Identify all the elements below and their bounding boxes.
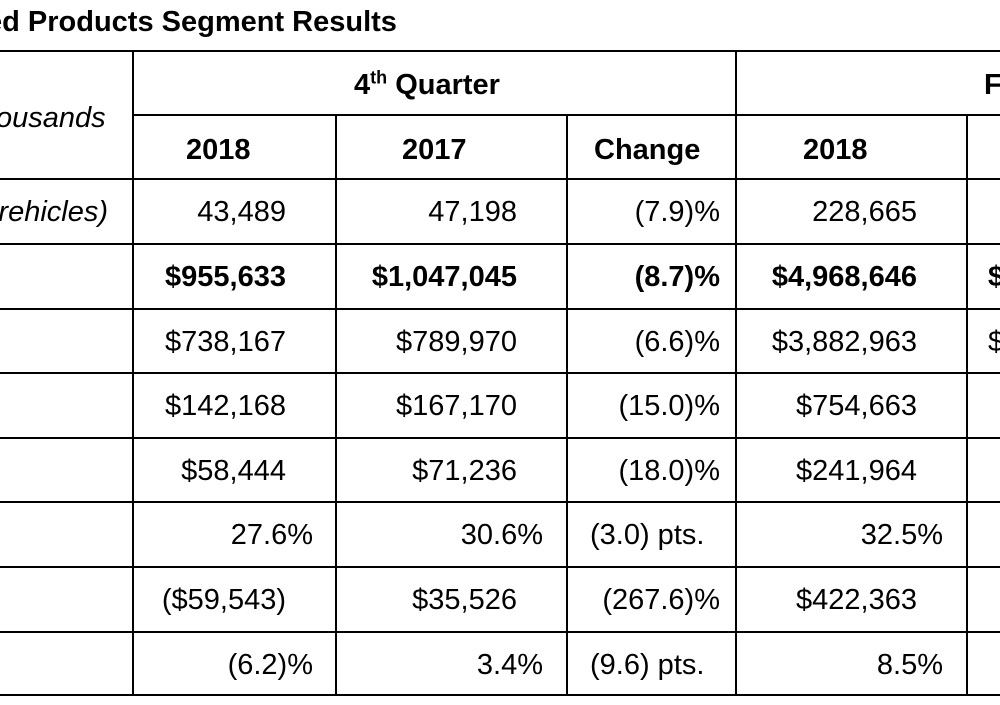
cell-change: (267.6)% <box>602 584 720 616</box>
quarter-text: Quarter <box>387 69 500 101</box>
cell-change: (3.0) pts. <box>590 519 705 551</box>
cell-change: (7.9)% <box>634 196 720 228</box>
cell-fy2018: 228,665 <box>812 196 917 228</box>
cell-q2017: 3.4% <box>476 649 543 681</box>
cell-next-partial: $ <box>988 261 1000 293</box>
col-divider <box>735 50 737 696</box>
col-divider <box>566 114 568 696</box>
cell-q2018: $58,444 <box>181 455 286 487</box>
cell-q2017: $35,526 <box>412 584 517 616</box>
col-header-fy2018: 2018 <box>803 134 868 166</box>
quarter-number: 4 <box>354 69 371 101</box>
row-divider <box>0 631 1000 633</box>
col-divider <box>966 114 968 696</box>
cell-change: (8.7)% <box>634 261 720 293</box>
row-divider <box>0 694 1000 696</box>
fullyear-header: F <box>984 69 1000 101</box>
cell-q2018: $738,167 <box>165 326 286 358</box>
header-label: ousands <box>0 102 106 134</box>
page-title: ed Products Segment Results <box>0 6 397 38</box>
quarter-sup: th <box>370 67 388 88</box>
row-divider <box>0 178 1000 180</box>
cell-fy2018: $4,968,646 <box>771 261 917 293</box>
cell-fy2018: $754,663 <box>796 390 917 422</box>
col-divider <box>335 114 337 696</box>
cell-q2018: $955,633 <box>165 261 286 293</box>
cell-fy2018: 32.5% <box>860 519 943 551</box>
cell-q2017: $167,170 <box>396 390 517 422</box>
col-header-2018: 2018 <box>186 134 251 166</box>
row-label: rehicles) <box>0 196 108 228</box>
cell-change: (6.6)% <box>634 326 720 358</box>
cell-q2018: (6.2)% <box>227 649 313 681</box>
row-divider <box>0 501 1000 503</box>
cell-fy2018: $3,882,963 <box>771 326 917 358</box>
col-divider <box>132 50 134 696</box>
cell-change: (15.0)% <box>618 390 720 422</box>
cell-change: (18.0)% <box>618 455 720 487</box>
col-header-2017: 2017 <box>402 134 467 166</box>
cell-q2017: 30.6% <box>460 519 543 551</box>
cell-fy2018: $422,363 <box>796 584 917 616</box>
row-divider <box>0 243 1000 245</box>
cell-q2017: $1,047,045 <box>371 261 517 293</box>
cell-next-partial: $ <box>988 326 1000 358</box>
cell-q2018: ($59,543) <box>161 584 286 616</box>
cell-fy2018: $241,964 <box>796 455 917 487</box>
quarter-header: 4th Quarter <box>354 53 500 117</box>
cell-q2017: 47,198 <box>428 196 517 228</box>
cell-q2018: $142,168 <box>165 390 286 422</box>
cell-change: (9.6) pts. <box>590 649 705 681</box>
cell-q2017: $789,970 <box>396 326 517 358</box>
row-divider <box>0 566 1000 568</box>
cell-q2018: 27.6% <box>230 519 313 551</box>
table-top-border <box>0 50 1000 52</box>
cell-q2017: $71,236 <box>412 455 517 487</box>
cell-q2018: 43,489 <box>197 196 286 228</box>
row-divider <box>0 372 1000 374</box>
row-divider <box>0 308 1000 310</box>
cell-fy2018: 8.5% <box>876 649 943 681</box>
row-divider <box>0 437 1000 439</box>
col-header-change: Change <box>594 134 701 166</box>
